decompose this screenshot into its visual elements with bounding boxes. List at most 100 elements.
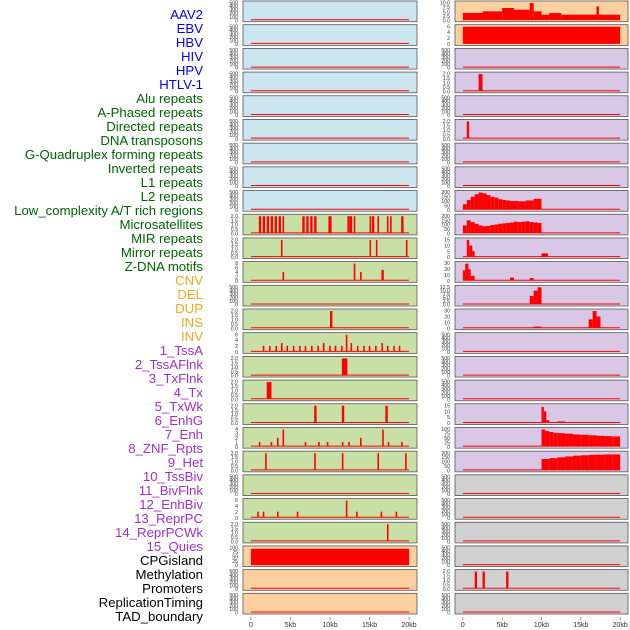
y-tick-label: 0: [235, 611, 238, 617]
x-tick-label: 20kb: [401, 622, 416, 629]
y-tick-label: 0: [447, 540, 450, 546]
y-tick-label: 100: [229, 181, 238, 187]
bar: [386, 345, 389, 352]
feature-label: 15_Quies: [146, 539, 203, 554]
y-tick-label: 2.0: [231, 309, 238, 315]
y-tick-label: 500: [229, 285, 238, 291]
y-tick-label: 500: [229, 569, 238, 575]
y-tick-label: 100: [441, 110, 450, 116]
y-tick-label: 300: [229, 482, 238, 488]
track-left: 2.01.51.00.50.0: [231, 308, 418, 332]
y-tick-label: 500: [441, 166, 450, 172]
feature-label: 10_TssBiv: [142, 469, 203, 484]
y-tick-label: 500: [229, 166, 238, 172]
bar: [310, 216, 313, 233]
y-tick-label: 300: [229, 174, 238, 180]
bar: [314, 453, 316, 470]
y-tick-label: 1.5: [231, 242, 238, 248]
bar: [529, 222, 534, 233]
bar: [282, 216, 285, 233]
y-tick-label: 4: [447, 30, 450, 36]
y-tick-label: 30: [444, 309, 450, 315]
feature-label: AAV2: [170, 7, 203, 22]
y-tick-label: 100: [229, 62, 238, 68]
y-tick-label: 100: [441, 181, 450, 187]
feature-labels: AAV2 EBV HBV HIV HPV HTLV-1 Alu repeats A-Phase…: [0, 0, 205, 630]
y-tick-label: 100: [229, 15, 238, 21]
feature-label: 8_ZNF_Rpts: [128, 441, 203, 456]
bar: [314, 216, 317, 233]
y-tick-label: 75: [444, 431, 450, 437]
track-background: [454, 474, 629, 496]
y-tick-label: 5: [447, 249, 450, 255]
feature-label: 13_ReprPC: [134, 511, 203, 526]
bar: [549, 431, 554, 447]
feature-label: CPGisland: [139, 553, 203, 568]
left-panel: 5004003002001000500400300200100050040030…: [229, 1, 418, 629]
y-tick-label: 0: [235, 184, 238, 190]
bar: [612, 454, 621, 470]
y-tick-label: 500: [229, 474, 238, 480]
bar: [266, 382, 272, 399]
bar: [478, 74, 483, 91]
y-tick-label: 500: [229, 119, 238, 125]
y-tick-label: 0.0: [443, 89, 450, 95]
y-tick-label: 200: [229, 153, 238, 159]
track-right: 12.510.07.55.02.50.0: [440, 284, 629, 309]
y-tick-label: 6: [235, 266, 238, 272]
bar: [401, 216, 404, 233]
bar: [529, 3, 534, 20]
y-tick-label: 300: [229, 600, 238, 606]
feature-label: 12_EnhBiv: [139, 497, 203, 512]
y-tick-label: 0.5: [443, 132, 450, 138]
y-tick-label: 0.0: [231, 421, 238, 427]
bar: [386, 216, 389, 233]
y-tick-label: 100: [441, 199, 450, 205]
y-tick-label: 300: [229, 292, 238, 298]
y-tick-label: 400: [229, 478, 238, 484]
bar: [401, 441, 403, 447]
y-tick-label: 500: [441, 380, 450, 386]
y-tick-label: 150: [441, 195, 450, 201]
y-tick-label: 400: [441, 146, 450, 152]
bar: [345, 334, 348, 352]
feature-label: 6_EnhG: [154, 413, 203, 428]
y-tick-label: 400: [229, 146, 238, 152]
y-tick-label: 1.0: [231, 365, 238, 371]
bar: [533, 290, 538, 304]
y-tick-label: 200: [441, 343, 450, 349]
y-tick-label: 200: [441, 509, 450, 515]
bar: [375, 239, 378, 257]
bar: [299, 345, 301, 352]
bar: [326, 441, 329, 447]
bar: [604, 436, 613, 447]
y-tick-label: 0: [447, 42, 450, 48]
track-background: [454, 592, 629, 615]
bar: [275, 345, 278, 352]
y-tick-label: 100: [441, 560, 450, 566]
y-tick-label: 200: [229, 82, 238, 88]
y-tick-label: 400: [229, 123, 238, 129]
y-tick-label: 0: [447, 160, 450, 166]
feature-label: 7_Enh: [164, 427, 203, 442]
bar: [368, 345, 371, 352]
feature-label: DNA transposons: [100, 133, 203, 148]
feature-label: CNV: [175, 273, 203, 288]
track-background: [242, 24, 418, 46]
y-tick-label: 500: [441, 522, 450, 528]
bar: [517, 222, 522, 233]
bar: [405, 239, 408, 257]
y-tick-label: 0: [235, 350, 238, 356]
track-background: [242, 569, 418, 591]
y-tick-label: 1.5: [231, 360, 238, 366]
y-tick-label: 1.0: [443, 578, 450, 584]
y-tick-label: 300: [229, 576, 238, 582]
